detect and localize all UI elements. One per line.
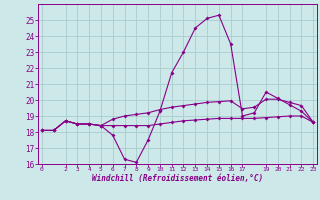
X-axis label: Windchill (Refroidissement éolien,°C): Windchill (Refroidissement éolien,°C) — [92, 174, 263, 183]
